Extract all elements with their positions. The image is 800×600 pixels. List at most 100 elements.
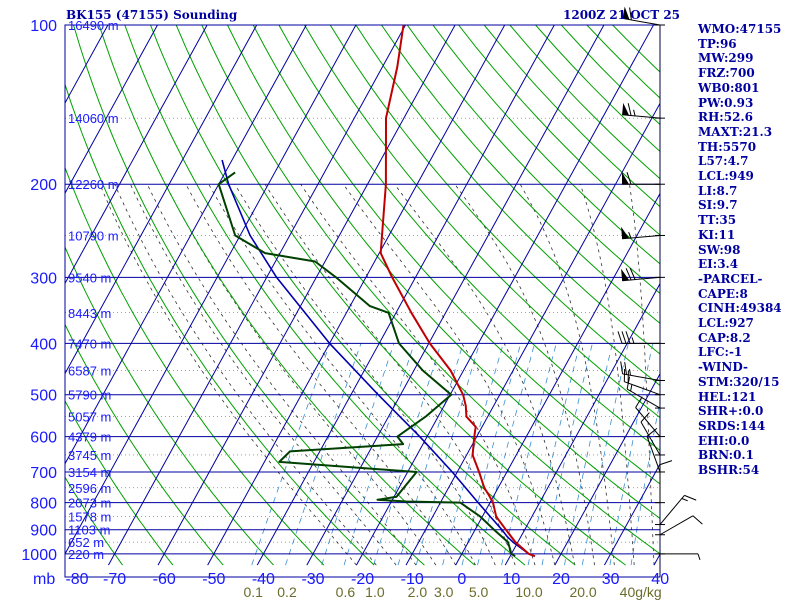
- index-item: MAXT:21.3: [698, 124, 773, 139]
- moist-adiabat-line: [300, 183, 536, 566]
- mixing-ratio-label: 0.1: [243, 584, 263, 600]
- dry-adiabat-line: [73, 25, 425, 566]
- height-label: 3154 m: [68, 465, 111, 480]
- index-item: MW:299: [698, 51, 754, 66]
- dry-adiabat-line: [329, 25, 660, 387]
- mixing-ratio-line: [397, 343, 464, 566]
- moist-adiabat-line: [394, 183, 576, 566]
- mixing-ratio-line: [541, 343, 593, 566]
- index-item: SW:98: [698, 242, 741, 257]
- wind-barb: [621, 172, 665, 185]
- index-item: TH:5570: [698, 139, 757, 154]
- index-item: TT:35: [698, 213, 737, 228]
- wind-barb: [617, 331, 665, 344]
- moist-adiabat-line: [342, 183, 556, 566]
- wind-barb: [620, 361, 665, 381]
- mixing-ratio-line: [527, 343, 581, 566]
- temperature-tick-label: 30: [602, 571, 620, 588]
- height-label: 2596 m: [68, 481, 111, 496]
- dry-adiabat-line: [227, 25, 660, 520]
- height-label: 7470 m: [68, 336, 111, 351]
- mixing-ratio-line: [630, 399, 660, 566]
- moist-adiabat-line: [208, 184, 476, 566]
- height-label: 2073 m: [68, 496, 111, 511]
- dry-adiabat-line: [65, 476, 124, 566]
- mixing-ratio-line: [415, 343, 480, 566]
- height-label: 16490 m: [68, 18, 119, 33]
- mixing-ratio-line: [251, 343, 331, 566]
- pressure-tick-label: 900: [30, 523, 57, 540]
- mixing-ratio-label: 20.0: [569, 584, 596, 600]
- moist-adiabat-line: [519, 184, 615, 566]
- station-title: BK155 (47155) Sounding: [66, 8, 238, 22]
- height-label: 8443 m: [68, 306, 111, 321]
- index-item: HEL:121: [698, 389, 757, 404]
- isotherm-line: [65, 25, 208, 285]
- mixing-ratio-label: 40g/kg: [620, 584, 662, 600]
- mixing-ratio-label: 5.0: [469, 584, 489, 600]
- mixing-ratio-label: 2.0: [408, 584, 428, 600]
- index-item: FRZ:700: [698, 66, 755, 81]
- height-label: 6587 m: [68, 364, 111, 379]
- temperature-tick-label: 40: [651, 571, 669, 588]
- index-item: LI:8.7: [698, 183, 738, 198]
- height-label: 5057 m: [68, 410, 111, 425]
- index-item: WMO:47155: [698, 22, 782, 36]
- dry-adiabat-line: [355, 25, 660, 355]
- height-label: 10790 m: [68, 229, 119, 244]
- wind-barb: [621, 267, 665, 282]
- dry-adiabat-line: [65, 245, 274, 566]
- pressure-tick-label: 400: [30, 336, 57, 353]
- dry-adiabat-line: [65, 323, 224, 566]
- dry-adiabat-line: [65, 82, 375, 566]
- wind-barb: [635, 396, 665, 438]
- moist-adiabat-line: [234, 183, 496, 566]
- moist-adiabat-line: [99, 184, 357, 566]
- index-item: SI:9.7: [698, 198, 738, 213]
- dry-adiabat-line: [432, 25, 660, 265]
- height-label: 9540 m: [68, 270, 111, 285]
- dry-adiabat-line: [65, 166, 325, 566]
- index-item: -PARCEL-: [698, 271, 763, 286]
- wind-barb: [623, 368, 665, 396]
- pressure-tick-label: 600: [30, 430, 57, 447]
- dry-adiabat-line: [98, 25, 476, 566]
- height-label: 14060 m: [68, 111, 119, 126]
- height-label: 5790 m: [68, 388, 111, 403]
- mixing-ratio-label: 0.6: [336, 584, 356, 600]
- dry-adiabat-line: [201, 25, 660, 555]
- parcel-trace-line: [221, 159, 536, 557]
- index-item: CAPE:8: [698, 286, 748, 301]
- mixing-ratio-label: 1.0: [365, 584, 385, 600]
- index-item: PW:0.93: [698, 95, 754, 110]
- temperature-line: [379, 25, 536, 558]
- mixing-ratio-label: 0.2: [277, 584, 297, 600]
- mixing-ratio-line: [285, 343, 362, 566]
- index-item: BSHR:54: [698, 463, 760, 478]
- dry-adiabat-line: [304, 25, 660, 419]
- indices-panel: WMO:47155 TP:96 MW:299 FRZ:700 WB0:801 PW:0.9…: [698, 22, 798, 478]
- temperature-tick-label: 0: [457, 571, 466, 588]
- temperature-tick-label: 10: [503, 571, 521, 588]
- index-item: -WIND-: [698, 360, 748, 375]
- moist-adiabat-line: [114, 184, 377, 566]
- temperature-tick-labels: mb -80 -70 -60 -50 -40 -30 -20 -10 0 10 20 30 40: [33, 571, 669, 588]
- height-label: 652 m: [68, 535, 104, 550]
- temperature-tick-label: -50: [202, 571, 225, 588]
- mixing-ratio-line: [477, 343, 536, 566]
- sounding-profiles: [217, 25, 536, 558]
- dewpoint-line: [217, 171, 516, 558]
- x-axis-unit: mb: [33, 571, 55, 588]
- temperature-tick-label: -40: [252, 571, 275, 588]
- mixing-ratio-line: [321, 343, 395, 566]
- dry-adiabat-line: [381, 25, 660, 324]
- temperature-tick-label: -80: [65, 571, 88, 588]
- index-item: RH:52.6: [698, 110, 753, 125]
- wind-barb: [655, 515, 703, 536]
- dry-adiabats: [65, 25, 660, 566]
- temperature-tick-label: -30: [301, 571, 324, 588]
- isobars: [65, 24, 660, 555]
- moist-adiabat-line: [454, 183, 595, 566]
- mixing-ratio-line: [461, 343, 522, 566]
